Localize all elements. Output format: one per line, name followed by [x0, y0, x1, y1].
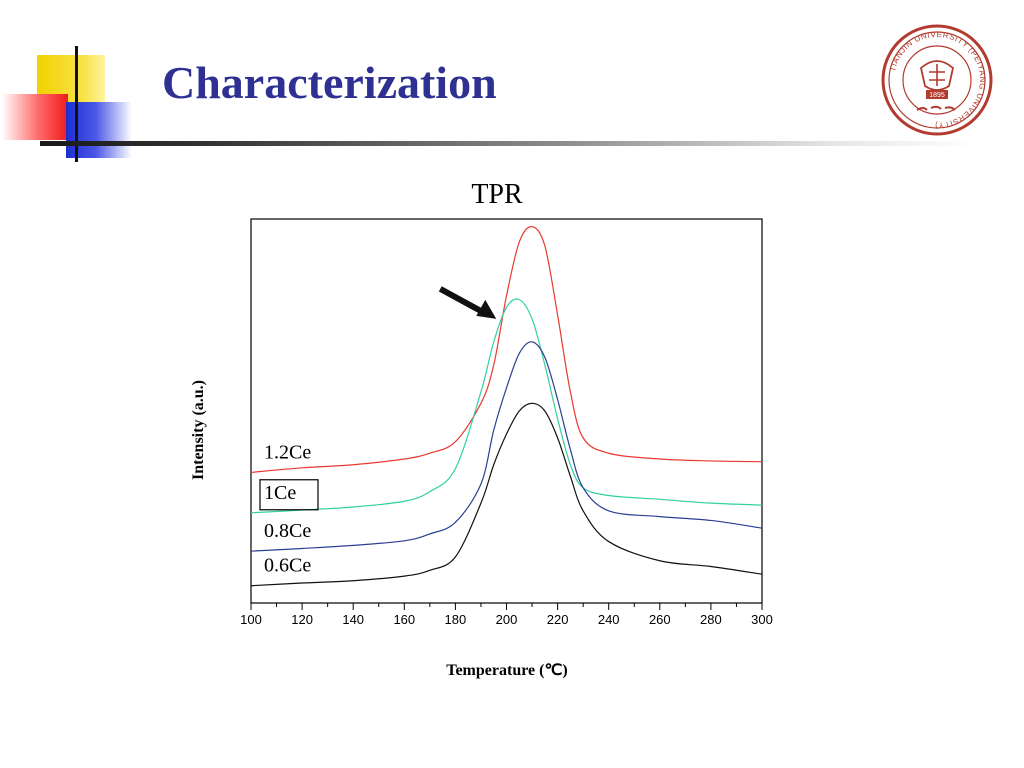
series-line-0-6ce	[250, 402, 763, 587]
x-tick-label: 140	[342, 612, 364, 627]
series-line-1ce	[250, 298, 763, 514]
plot-border	[250, 218, 763, 604]
y-axis-label: Intensity (a.u.)	[190, 380, 207, 480]
series-lines	[250, 226, 763, 587]
arrow-annotation	[438, 286, 497, 319]
x-axis-ticks: 100 120 140 160 180 200 220 240 260 280 300	[240, 603, 773, 627]
decor-red-square	[2, 94, 68, 140]
series-line-1-2ce	[250, 226, 763, 474]
university-seal-logo: TIANJIN UNIVERSITY (PEIYANG UNIVERSITY) …	[881, 24, 993, 136]
x-tick-label: 100	[240, 612, 262, 627]
series-line-0-8ce	[250, 341, 763, 552]
x-tick-label: 260	[649, 612, 671, 627]
plot-area	[250, 218, 763, 604]
slide-title: Characterization	[162, 57, 497, 108]
arrow-shaft	[438, 286, 486, 316]
x-tick-label: 160	[393, 612, 415, 627]
series-label-0-6ce: 0.6Ce	[264, 555, 311, 577]
x-tick-label: 200	[496, 612, 518, 627]
x-tick-label: 120	[291, 612, 313, 627]
series-labels: 1.2Ce 1Ce 0.8Ce 0.6Ce	[259, 441, 319, 577]
chart-title: TPR	[471, 179, 523, 210]
series-label-1ce: 1Ce	[264, 482, 296, 504]
arrow-head	[476, 299, 497, 319]
decor-vertical-line	[75, 46, 78, 162]
series-label-0-8ce: 0.8Ce	[264, 520, 311, 542]
x-tick-label: 300	[751, 612, 773, 627]
seal-year: 1895	[929, 92, 945, 99]
series-label-box	[259, 479, 319, 511]
x-tick-label: 240	[598, 612, 620, 627]
x-axis-label: Temperature (℃)	[446, 662, 568, 679]
x-tick-label: 220	[547, 612, 569, 627]
x-tick-label: 280	[700, 612, 722, 627]
x-tick-label: 180	[445, 612, 467, 627]
title-underline	[40, 141, 975, 146]
series-label-1-2ce: 1.2Ce	[264, 441, 311, 463]
